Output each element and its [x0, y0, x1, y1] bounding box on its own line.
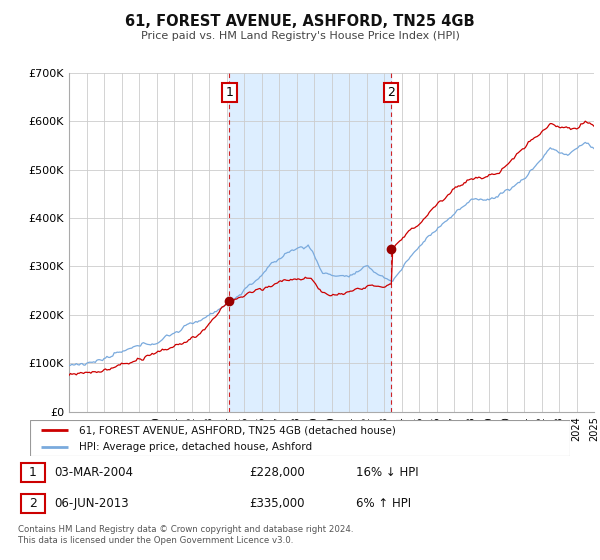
Text: 16% ↓ HPI: 16% ↓ HPI	[356, 466, 419, 479]
Text: Contains HM Land Registry data © Crown copyright and database right 2024.: Contains HM Land Registry data © Crown c…	[18, 525, 353, 534]
Text: 1: 1	[29, 466, 37, 479]
Bar	[229, 73, 391, 412]
Text: 2: 2	[29, 497, 37, 510]
Text: 6% ↑ HPI: 6% ↑ HPI	[356, 497, 412, 510]
Text: 06-JUN-2013: 06-JUN-2013	[55, 497, 129, 510]
FancyBboxPatch shape	[30, 420, 570, 456]
Text: Price paid vs. HM Land Registry's House Price Index (HPI): Price paid vs. HM Land Registry's House …	[140, 31, 460, 41]
FancyBboxPatch shape	[21, 494, 44, 513]
Text: 61, FOREST AVENUE, ASHFORD, TN25 4GB (detached house): 61, FOREST AVENUE, ASHFORD, TN25 4GB (de…	[79, 425, 395, 435]
Text: £228,000: £228,000	[249, 466, 305, 479]
Text: 1: 1	[226, 86, 233, 99]
Text: HPI: Average price, detached house, Ashford: HPI: Average price, detached house, Ashf…	[79, 442, 312, 452]
FancyBboxPatch shape	[21, 463, 44, 482]
Text: 03-MAR-2004: 03-MAR-2004	[55, 466, 134, 479]
Text: £335,000: £335,000	[249, 497, 305, 510]
Text: 61, FOREST AVENUE, ASHFORD, TN25 4GB: 61, FOREST AVENUE, ASHFORD, TN25 4GB	[125, 14, 475, 29]
Text: 2: 2	[388, 86, 395, 99]
Text: This data is licensed under the Open Government Licence v3.0.: This data is licensed under the Open Gov…	[18, 536, 293, 545]
